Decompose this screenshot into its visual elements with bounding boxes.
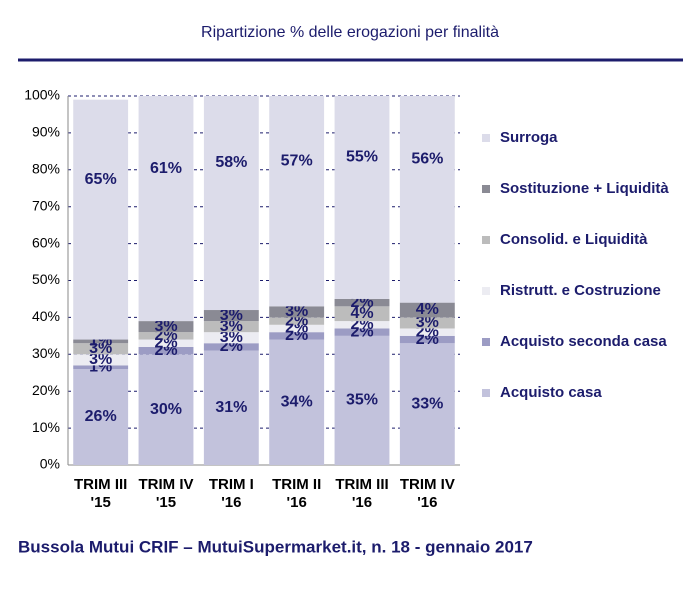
legend-label: Ristrutt. e Costruzione xyxy=(500,282,661,299)
data-label: 3% xyxy=(89,340,112,357)
legend-label: Surroga xyxy=(500,129,558,146)
bar-segment xyxy=(73,354,129,366)
bar-segment xyxy=(203,332,259,344)
legend-swatch xyxy=(482,389,490,397)
bar-segment xyxy=(334,321,390,329)
x-tick-label: TRIM III xyxy=(74,476,127,493)
bar-segment xyxy=(138,354,194,465)
bar-segment xyxy=(399,343,455,465)
data-label: 3% xyxy=(220,318,243,335)
data-label: 26% xyxy=(85,408,117,425)
bar-segment xyxy=(73,365,129,370)
data-label: 55% xyxy=(346,149,378,166)
data-label: 58% xyxy=(215,154,247,171)
bar-segment xyxy=(399,317,455,329)
x-tick-label: TRIM III xyxy=(335,476,388,493)
bar-segment xyxy=(399,335,455,344)
y-tick-label: 100% xyxy=(24,87,60,103)
bar-segment xyxy=(138,346,194,355)
x-tick-label: '16 xyxy=(221,494,241,511)
data-label: 30% xyxy=(150,401,182,418)
bar-segment xyxy=(334,328,390,336)
y-tick-label: 20% xyxy=(32,382,60,398)
bar-segment xyxy=(269,324,325,333)
x-tick-label: '16 xyxy=(352,494,372,511)
data-label: 35% xyxy=(346,392,378,409)
data-label: 3% xyxy=(220,307,243,324)
x-tick-label: '16 xyxy=(287,494,307,511)
bar-segment xyxy=(138,332,194,340)
data-label: 3% xyxy=(285,303,308,320)
data-label: 57% xyxy=(281,152,313,169)
x-tick-label: TRIM I xyxy=(209,476,254,493)
legend-label: Sostituzione + Liquidità xyxy=(500,180,669,197)
bar-segment xyxy=(73,343,129,355)
data-label: 34% xyxy=(281,393,313,410)
bar-segment xyxy=(334,298,390,307)
data-label: 4% xyxy=(416,301,439,318)
data-label: 31% xyxy=(215,399,247,416)
y-tick-label: 60% xyxy=(32,234,60,250)
bar-segment xyxy=(334,335,390,465)
data-label: 3% xyxy=(416,314,439,331)
data-label: 33% xyxy=(411,395,443,412)
bar-segment xyxy=(269,317,325,325)
data-label: 65% xyxy=(85,171,117,188)
bar-segment xyxy=(399,96,455,303)
bar-segment xyxy=(73,339,129,344)
x-tick-label: TRIM IV xyxy=(139,476,194,493)
y-tick-label: 70% xyxy=(32,197,60,213)
legend-label: Acquisto casa xyxy=(500,384,602,401)
bar-segment xyxy=(399,302,455,318)
legend-swatch xyxy=(482,287,490,295)
bar-segment xyxy=(399,328,455,336)
bar-segment xyxy=(203,343,259,351)
chart-title: Ripartizione % delle erogazioni per fina… xyxy=(201,24,499,41)
bar-segment xyxy=(138,321,194,333)
bar-segment xyxy=(203,350,259,465)
bar-segment xyxy=(203,310,259,322)
bar-segment xyxy=(269,96,325,307)
x-tick-label: TRIM II xyxy=(272,476,321,493)
y-tick-label: 0% xyxy=(40,456,60,472)
y-tick-label: 30% xyxy=(32,345,60,361)
y-tick-label: 90% xyxy=(32,124,60,140)
legend-swatch xyxy=(482,134,490,142)
legend-swatch xyxy=(482,236,490,244)
bar-segment xyxy=(138,96,194,322)
x-tick-label: TRIM IV xyxy=(400,476,455,493)
bar-segment xyxy=(269,306,325,318)
bar-segment xyxy=(73,369,129,465)
data-label: 3% xyxy=(89,351,112,368)
source-note: Bussola Mutui CRIF – MutuiSupermarket.it… xyxy=(18,537,533,556)
x-tick-label: '15 xyxy=(91,494,111,511)
x-tick-label: '15 xyxy=(156,494,176,511)
y-tick-label: 40% xyxy=(32,308,60,324)
legend-swatch xyxy=(482,338,490,346)
data-label: 3% xyxy=(154,318,177,335)
data-label: 56% xyxy=(411,151,443,168)
bar-segment xyxy=(138,339,194,347)
legend-label: Consolid. e Liquidità xyxy=(500,231,648,248)
data-label: 61% xyxy=(150,160,182,177)
bar-segment xyxy=(269,339,325,465)
legend-swatch xyxy=(482,185,490,193)
legend-label: Acquisto seconda casa xyxy=(500,333,667,350)
bar-segment xyxy=(203,96,259,311)
bar-segment xyxy=(334,96,390,299)
bar-segment xyxy=(334,306,390,322)
data-label: 4% xyxy=(350,305,373,322)
bar-segment xyxy=(73,99,129,340)
y-tick-label: 50% xyxy=(32,271,60,287)
bar-segment xyxy=(269,332,325,340)
y-tick-label: 80% xyxy=(32,161,60,177)
data-label: 3% xyxy=(220,329,243,346)
bar-segment xyxy=(203,321,259,333)
x-tick-label: '16 xyxy=(417,494,437,511)
y-tick-label: 10% xyxy=(32,419,60,435)
